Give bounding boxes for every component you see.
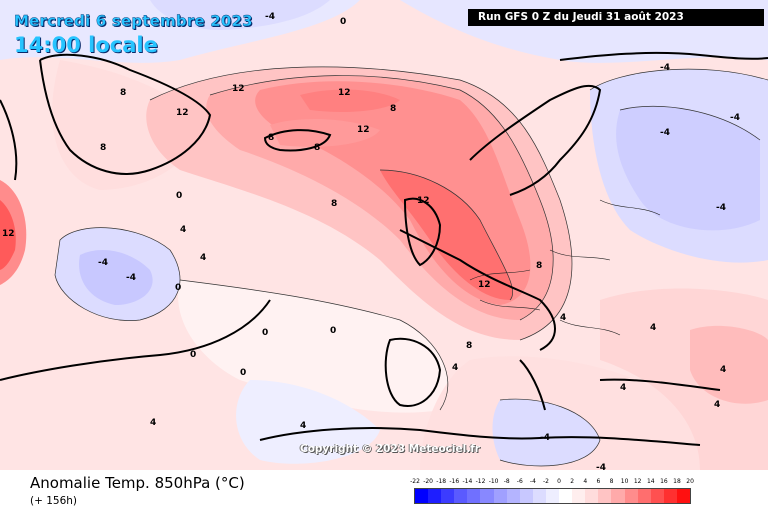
legend-labels: -22 -20 -18 -16 -14 -12 -10 -8 -6 -4 -2 0 2 4 6 8 10 12 14… (410, 478, 744, 488)
contour-label: 4 (150, 418, 156, 428)
legend-tick-label: 12 (633, 478, 642, 485)
legend-tick-label: -16 (449, 478, 460, 485)
contour-label: -4 (660, 128, 670, 138)
legend-swatch (428, 489, 442, 503)
contour-label: 0 (190, 350, 196, 360)
legend-swatch (585, 489, 599, 503)
contour-label: 12 (176, 108, 189, 118)
legend-swatch (611, 489, 625, 503)
contour-label: -4 (265, 12, 275, 22)
legend-swatch (467, 489, 481, 503)
legend-tick-label: -10 (488, 478, 499, 485)
contour-label: 12 (357, 125, 370, 135)
contour-label: 4 (200, 253, 206, 263)
legend-tick-label: 10 (620, 478, 629, 485)
legend-tick-label: -6 (516, 478, 523, 485)
contour-label: 0 (262, 328, 268, 338)
legend-swatch (441, 489, 455, 503)
legend-tick-label: 0 (557, 478, 562, 485)
contour-label: 4 (180, 225, 186, 235)
legend-swatch (454, 489, 468, 503)
contour-label: -4 (540, 433, 550, 443)
contour-label: 12 (338, 88, 351, 98)
legend-swatch (480, 489, 494, 503)
legend-tick-label: 8 (609, 478, 614, 485)
legend-tick-label: 16 (660, 478, 668, 485)
contour-label: 8 (268, 133, 274, 143)
legend-tick-label: 2 (570, 478, 575, 485)
legend-swatch (598, 489, 612, 503)
contour-label: 12 (232, 84, 245, 94)
legend-swatch (650, 489, 664, 503)
legend-swatch (559, 489, 573, 503)
contour-label: 8 (466, 341, 472, 351)
color-legend (414, 488, 691, 504)
contour-label: 8 (314, 143, 320, 153)
legend-swatch (637, 489, 651, 503)
contour-label: 8 (536, 261, 542, 271)
legend-tick-label: -18 (436, 478, 447, 485)
contour-label: 12 (2, 229, 15, 239)
legend-tick-label: 20 (686, 478, 694, 485)
contour-label: 8 (331, 199, 337, 209)
forecast-date: Mercredi 6 septembre 2023 (14, 12, 253, 30)
contour-label: 4 (714, 400, 720, 410)
lead-time: (+ 156h) (30, 495, 78, 507)
contour-label: 4 (300, 421, 306, 431)
contour-label: 0 (330, 326, 336, 336)
contour-label: 8 (390, 104, 396, 114)
temperature-anomaly-map: 12 12 12 8 8 8 8 12 12 8 8 4 4 4 4 0 0 0… (0, 0, 768, 470)
legend-tick-label: -8 (503, 478, 510, 485)
legend-tick-label: -22 (410, 478, 420, 485)
contour-label: -4 (660, 63, 670, 73)
contour-label: -4 (730, 113, 740, 123)
legend-swatch (676, 489, 690, 503)
legend-tick-label: 6 (596, 478, 601, 485)
contour-label: 0 (176, 191, 182, 201)
legend-swatch (572, 489, 586, 503)
legend-tick-label: 18 (673, 478, 681, 485)
variable-title: Anomalie Temp. 850hPa (°C) (30, 474, 245, 492)
contour-label: 8 (100, 143, 106, 153)
legend-tick-label: -2 (543, 478, 549, 485)
legend-swatch (532, 489, 546, 503)
legend-tick-label: -20 (423, 478, 433, 485)
contour-label: 12 (478, 280, 491, 290)
contour-label: -4 (98, 258, 108, 268)
legend-tick-label: -12 (475, 478, 486, 485)
contour-label: 4 (620, 383, 626, 393)
map-footer: Anomalie Temp. 850hPa (°C) (+ 156h) -22-… (0, 470, 768, 512)
contour-label: -4 (716, 203, 726, 213)
contour-label: -4 (126, 273, 136, 283)
model-run-banner: Run GFS 0 Z du Jeudi 31 août 2023 (468, 9, 764, 26)
forecast-time: 14:00 locale (14, 33, 158, 57)
contour-label: -4 (596, 463, 606, 470)
legend-swatch (663, 489, 677, 503)
contour-label: 4 (452, 363, 458, 373)
legend-tick-label: -14 (462, 478, 473, 485)
legend-tick-label: 4 (583, 478, 588, 485)
legend-swatch (493, 489, 507, 503)
legend-swatch (519, 489, 533, 503)
contour-label: 8 (120, 88, 126, 98)
legend-swatch (506, 489, 520, 503)
legend-swatch (545, 489, 560, 503)
contour-label: 4 (560, 313, 566, 323)
contour-label: 4 (650, 323, 656, 333)
contour-label: 0 (340, 17, 346, 27)
contour-label: 0 (175, 283, 181, 293)
copyright-notice: Copyright © 2023 Meteociel.fr (300, 443, 480, 455)
contour-label: 4 (720, 365, 726, 375)
legend-swatch (624, 489, 638, 503)
legend-swatch (415, 489, 429, 503)
legend-tick-label: 14 (646, 478, 655, 485)
legend-tick-label: -4 (529, 478, 536, 485)
contour-label: 12 (417, 196, 430, 206)
contour-label: 0 (240, 368, 246, 378)
